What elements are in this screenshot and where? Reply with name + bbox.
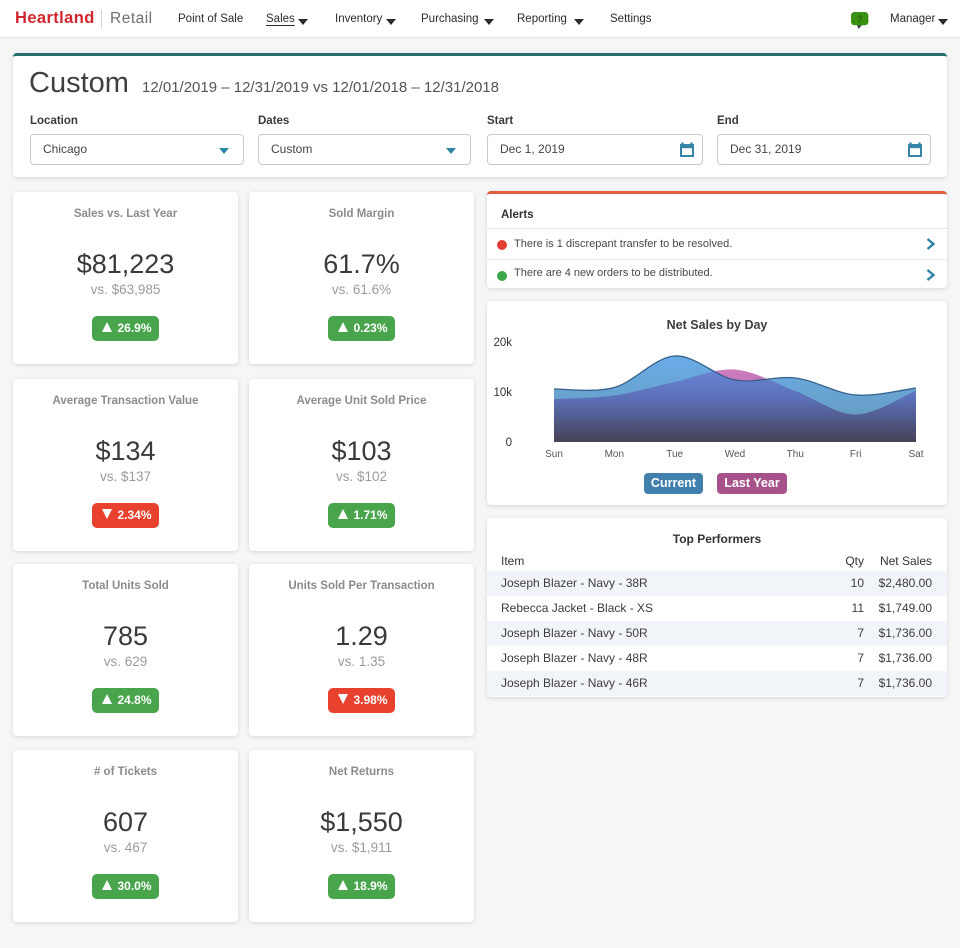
svg-text:10k: 10k — [493, 387, 512, 399]
svg-text:Tue: Tue — [666, 449, 683, 460]
svg-text:?: ? — [857, 14, 863, 24]
svg-text:Sat: Sat — [908, 449, 923, 460]
svg-text:Thu: Thu — [787, 449, 804, 460]
svg-text:Fri: Fri — [850, 449, 862, 460]
svg-text:Mon: Mon — [605, 449, 624, 460]
svg-text:Sun: Sun — [545, 449, 563, 460]
svg-text:0: 0 — [506, 437, 512, 449]
svg-text:20k: 20k — [493, 337, 512, 349]
svg-text:Wed: Wed — [725, 449, 745, 460]
